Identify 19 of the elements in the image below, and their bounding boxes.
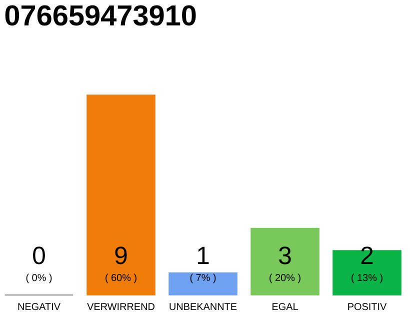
- annotation: ( 60% ): [106, 274, 136, 284]
- data-label: 1: [198, 246, 209, 264]
- annotation: ( 20% ): [270, 274, 300, 284]
- annotation: ( 7% ): [190, 274, 216, 284]
- data-label: 2: [361, 246, 373, 264]
- annotation: ( 0% ): [26, 274, 52, 284]
- annotation: ( 13% ): [352, 274, 382, 284]
- bar: [250, 228, 320, 296]
- x-tick-label: UNBEKANNTE: [170, 303, 237, 310]
- bar: [86, 94, 156, 296]
- x-tick-label: EGAL: [272, 303, 298, 310]
- x-tick-label: NEGATIV: [18, 303, 60, 310]
- bar: [168, 272, 238, 296]
- x-tick-label: POSITIV: [348, 303, 387, 310]
- data-label: 0: [33, 246, 45, 264]
- x-tick-label: VERWIRREND: [87, 303, 154, 310]
- data-label: 9: [115, 246, 127, 264]
- chart-title: 076659473910: [5, 5, 196, 26]
- data-label: 3: [279, 246, 291, 264]
